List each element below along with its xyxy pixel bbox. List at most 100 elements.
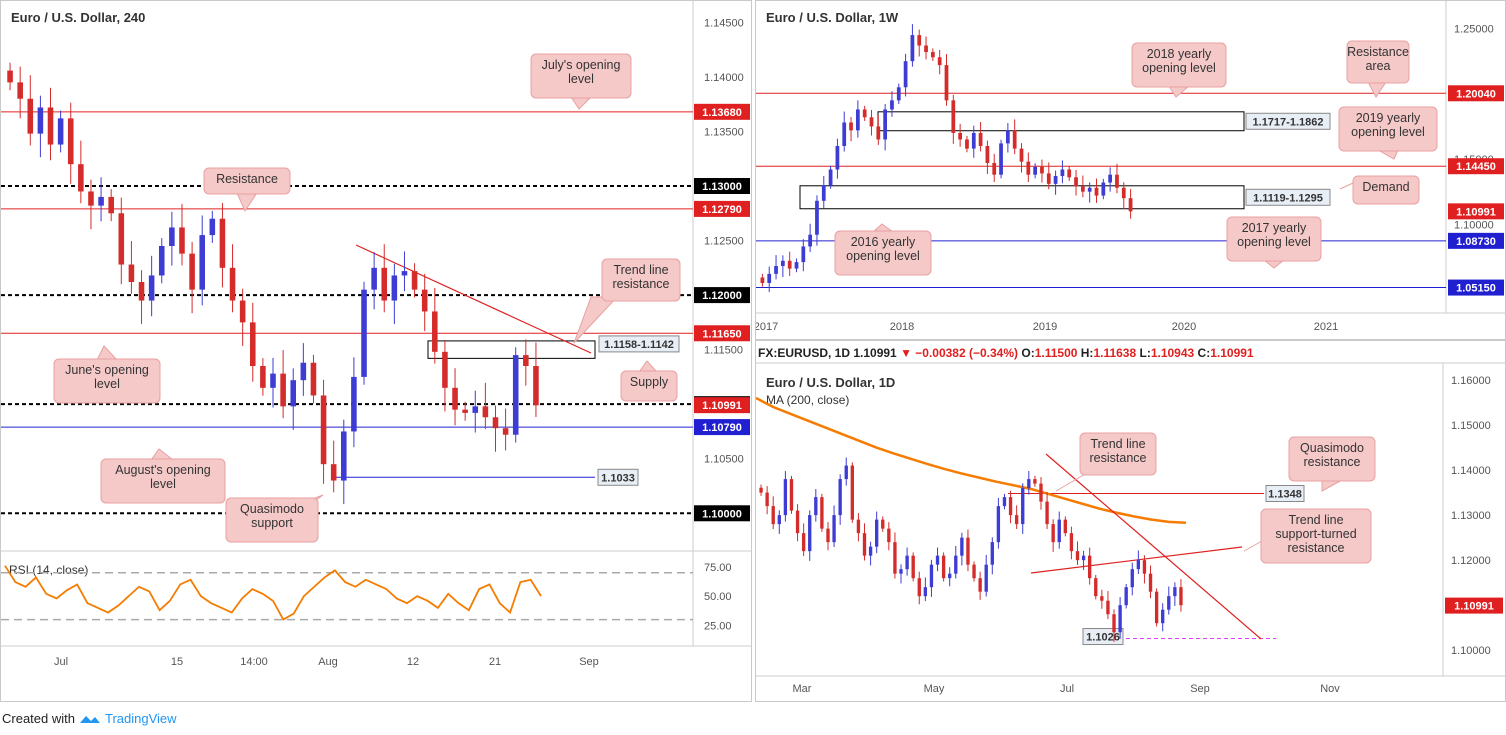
w1-candle-36 — [1005, 130, 1010, 144]
zone-label: 1.1717-1.1862 — [1253, 116, 1324, 128]
w1-candle-16 — [869, 117, 874, 127]
callout-resistance-box — [203, 167, 291, 195]
w1-candle-7 — [808, 234, 813, 247]
level-tag: 1.08730 — [1456, 236, 1496, 248]
w1-candle-27 — [944, 65, 949, 101]
supply-zone-label-box — [598, 335, 680, 353]
callout-august-open-pointer — [150, 448, 175, 461]
h4-candle-12 — [128, 264, 135, 282]
callout-tl-support-box — [1260, 508, 1372, 564]
w1-candle-53 — [1121, 187, 1126, 199]
zone-label-box — [1245, 112, 1331, 130]
h4-candle-8 — [88, 191, 94, 206]
h4-candle-5 — [57, 118, 64, 145]
d1-candle-25 — [911, 555, 915, 579]
w1-candle-51 — [1108, 174, 1113, 183]
d1-candle-38 — [990, 542, 994, 565]
ohlc-field: 1.10991 — [1210, 346, 1254, 360]
h4-candle-40 — [411, 271, 418, 290]
w1-candle-40 — [1033, 166, 1038, 175]
x-tick-label: 2017 — [756, 321, 778, 333]
callout-august-open: August's opening level — [115, 463, 211, 491]
w1-candle-32 — [978, 132, 983, 146]
ohlc-field: H: — [1081, 346, 1094, 360]
w1-candle-39 — [1026, 161, 1031, 175]
d1-candle-31 — [948, 573, 952, 579]
h4-candle-13 — [138, 282, 145, 301]
w1-candle-20 — [896, 87, 901, 101]
w1-candle-11 — [835, 145, 840, 170]
supply-zone — [427, 340, 596, 359]
level-tag-box — [1448, 203, 1504, 220]
h4-candle-21 — [219, 218, 226, 268]
eurusd-1d-chart[interactable]: FX:EURUSD, 1D 1.10991 ▼ −0.00382 (−0.34%… — [756, 341, 1505, 701]
d1-candle-61 — [1130, 569, 1134, 588]
eurusd-1w-chart[interactable]: Euro / U.S. Dollar, 1W1.250001.150001.10… — [756, 1, 1505, 339]
d1-candle-50 — [1063, 519, 1068, 534]
ohlc-field: O: — [1021, 346, 1034, 360]
w1-candle-14 — [855, 109, 860, 131]
w1-candle-29 — [958, 132, 963, 140]
d1-candle-45 — [1033, 479, 1037, 484]
w1-candle-10 — [828, 169, 833, 186]
callout-resistance-area-box — [1346, 40, 1410, 84]
d1-candle-2 — [771, 506, 775, 525]
h4-candle-24 — [249, 322, 256, 366]
level-tag-box — [694, 397, 750, 414]
w1-candle-8 — [815, 200, 819, 235]
w1-candle-54 — [1128, 198, 1133, 212]
tradingview-logo-icon[interactable] — [79, 713, 101, 725]
zone-label: 1.1119-1.1295 — [1253, 192, 1323, 204]
d1-candle-56 — [1100, 596, 1104, 601]
y-tick-label: 1.12500 — [704, 236, 744, 248]
d1-candle-17 — [862, 533, 867, 556]
tradingview-link[interactable]: TradingView — [104, 711, 177, 726]
d1-candle-36 — [978, 578, 982, 592]
ohlc-field: C: — [1198, 346, 1211, 360]
ohlc-field: 1.11638 — [1093, 346, 1139, 360]
w1-candle-3 — [780, 260, 785, 267]
d1-candle-41 — [1008, 497, 1013, 516]
d1-candle-9 — [814, 497, 818, 516]
d1-candle-59 — [1118, 605, 1122, 633]
h4-candle-28 — [290, 380, 297, 407]
d1-candle-65 — [1154, 591, 1159, 624]
quasimodo-label-box — [1265, 485, 1305, 503]
h4-candle-37 — [381, 267, 388, 301]
d1-candle-23 — [899, 569, 903, 574]
d1-candle-51 — [1069, 533, 1074, 552]
h4-candle-41 — [421, 289, 428, 312]
w1-candle-6 — [801, 246, 806, 263]
callout-demand-pointer — [1339, 182, 1354, 190]
h4-candle-17 — [179, 227, 185, 254]
h4-candle-35 — [361, 289, 367, 377]
d1-candle-5 — [789, 479, 794, 511]
y-tick-label: 1.13500 — [704, 126, 744, 138]
ohlc-field: FX:EURUSD, 1D — [758, 346, 853, 360]
d1-candle-42 — [1014, 515, 1019, 525]
rsi-tick-label: 75.00 — [704, 562, 732, 574]
w1-candle-26 — [937, 57, 942, 66]
w1-candle-19 — [890, 100, 894, 110]
x-tick-label: Aug — [318, 656, 338, 668]
trend-line — [355, 244, 592, 354]
price-tag: 1.10991 — [1454, 601, 1494, 613]
chart-title: Euro / U.S. Dollar, 1D — [766, 375, 895, 390]
level-tag-box — [1448, 232, 1504, 249]
w1-candle-22 — [910, 35, 915, 62]
h4-candle-19 — [199, 235, 205, 290]
trend-line-resistance — [1045, 453, 1262, 640]
level-tag: 1.13680 — [702, 107, 742, 119]
chart-panel-1w: Euro / U.S. Dollar, 1W1.250001.150001.10… — [755, 0, 1506, 340]
d1-candle-37 — [984, 564, 988, 592]
h4-candle-31 — [320, 395, 327, 465]
d1-candle-27 — [923, 587, 928, 597]
eurusd-240-chart[interactable]: Euro / U.S. Dollar, 240 1.14500 1.14000 1.1… — [1, 1, 751, 701]
w1-candle-43 — [1053, 176, 1058, 184]
h4-candle-51 — [523, 355, 529, 366]
d1-candle-24 — [905, 555, 909, 570]
rsi-line — [4, 565, 542, 621]
w1-candle-33 — [985, 145, 990, 163]
h4-candle-46 — [472, 406, 479, 413]
h4-candle-38 — [391, 275, 398, 301]
